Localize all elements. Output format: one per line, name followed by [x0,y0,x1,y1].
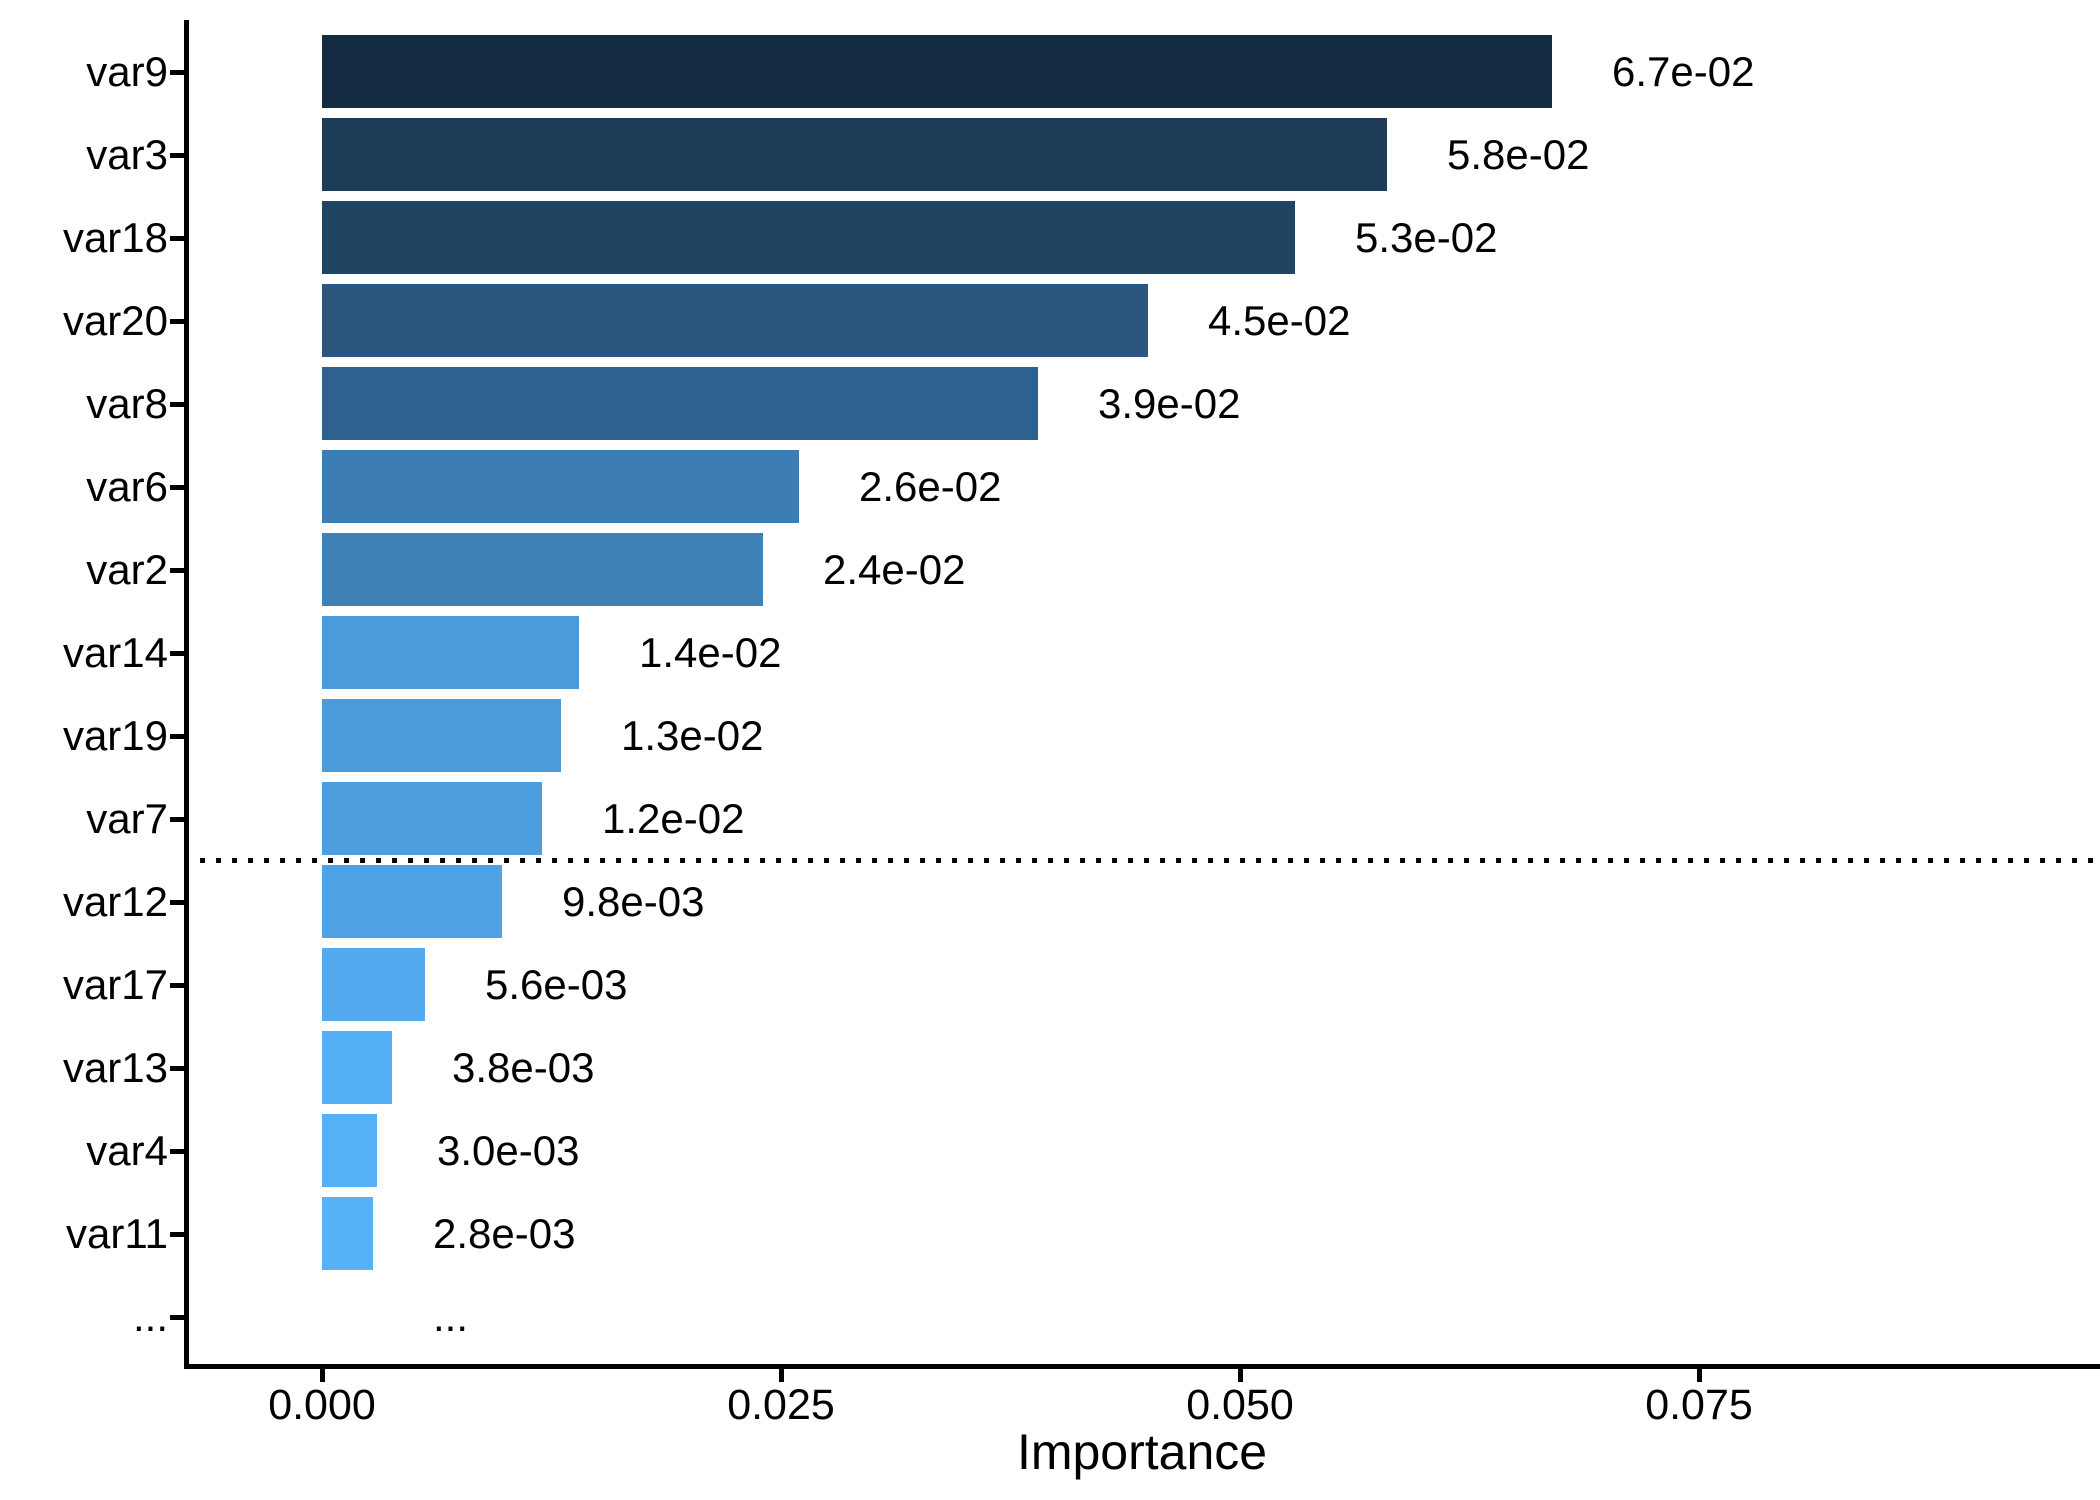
bar [322,367,1038,440]
y-axis-tick [170,153,184,158]
y-axis-line [184,20,189,1369]
y-axis-label: var6 [86,463,168,510]
bar-value-label: 4.5e-02 [1208,297,1351,344]
y-axis-tick [170,236,184,241]
bar [322,35,1552,108]
y-axis-tick [170,1066,184,1071]
bar-value-label: ... [433,1293,469,1340]
bar-value-label: 1.3e-02 [621,712,764,759]
y-axis-tick [170,568,184,573]
y-axis-tick [170,1315,184,1320]
y-axis-label: var7 [86,795,168,842]
bar-value-label: 1.2e-02 [602,795,745,842]
y-axis-label: var13 [62,1044,168,1091]
y-axis-label: var19 [62,712,168,759]
y-axis-tick [170,734,184,739]
threshold-dotted-line [184,858,2100,863]
x-axis-tick-label: 0.025 [727,1381,835,1429]
y-axis-label: var18 [62,214,168,261]
bar [322,1114,377,1187]
bar [322,782,542,855]
bar-value-label: 9.8e-03 [562,878,705,925]
y-axis-tick [170,485,184,490]
x-axis-tick [1238,1369,1243,1382]
bar-value-label: 5.6e-03 [485,961,628,1008]
bar [322,284,1148,357]
y-axis-label: var12 [62,878,168,925]
y-axis-tick [170,983,184,988]
x-axis-tick [1697,1369,1702,1382]
y-axis-label: var14 [62,629,168,676]
bar [322,201,1295,274]
x-axis-tick [779,1369,784,1382]
y-axis-tick [170,900,184,905]
y-axis-label: var2 [86,546,168,593]
bar-value-label: 3.8e-03 [452,1044,595,1091]
bar-value-label: 6.7e-02 [1612,48,1755,95]
bar-value-label: 3.0e-03 [437,1127,580,1174]
x-axis-tick-label: 0.050 [1186,1381,1294,1429]
x-axis-tick-label: 0.000 [268,1381,376,1429]
y-axis-label: var3 [86,131,168,178]
y-axis-tick [170,1149,184,1154]
bar [322,533,763,606]
bar-value-label: 2.6e-02 [859,463,1002,510]
x-axis-tick [320,1369,325,1382]
y-axis-tick [170,319,184,324]
y-axis-tick [170,1232,184,1237]
x-axis-tick-label: 0.075 [1645,1381,1753,1429]
bar [322,948,425,1021]
bar [322,118,1387,191]
bar-value-label: 2.8e-03 [433,1210,576,1257]
y-axis-label: var8 [86,380,168,427]
y-axis-label: var9 [86,48,168,95]
y-axis-label: var20 [62,297,168,344]
y-axis-label: var11 [66,1210,168,1257]
y-axis-label: var17 [62,961,168,1008]
bar-value-label: 1.4e-02 [639,629,782,676]
x-axis-title: Importance [1016,1424,1268,1480]
y-axis-tick [170,402,184,407]
bar [322,699,561,772]
bar-value-label: 2.4e-02 [823,546,966,593]
bar-value-label: 5.8e-02 [1447,131,1590,178]
y-axis-label: var4 [86,1127,168,1174]
bar [322,1031,392,1104]
bar-value-label: 5.3e-02 [1355,214,1498,261]
bar [322,1197,373,1270]
bar [322,865,502,938]
y-axis-tick [170,817,184,822]
bar [322,616,579,689]
bar-value-label: 3.9e-02 [1098,380,1241,427]
x-axis-line [184,1364,2100,1369]
bar [322,450,799,523]
y-axis-tick [170,651,184,656]
y-axis-tick [170,70,184,75]
y-axis-label: ... [132,1293,168,1340]
